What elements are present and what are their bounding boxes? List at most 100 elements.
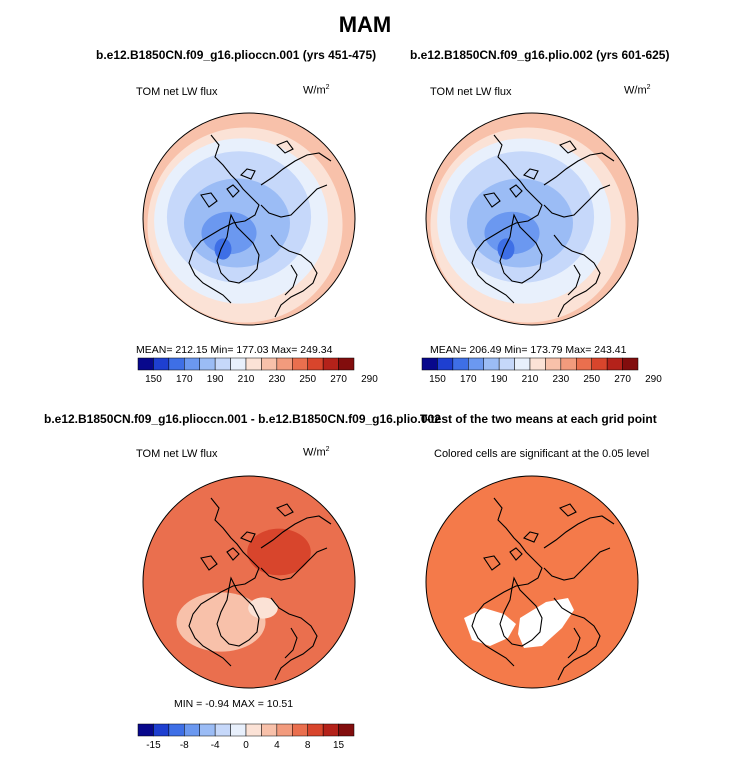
not-significant-region [518,598,574,648]
colorbar-tick-label: 150 [429,374,446,385]
greenland-minimum [497,238,515,260]
colorbar-tick-label: 270 [330,374,347,385]
colorbar-swatch [322,357,339,371]
colorbar-swatch [137,723,154,737]
colorbar-tick-label: 170 [176,374,193,385]
colorbar-tick-label: -4 [211,740,220,751]
panel-3-units: W/m2 [303,446,330,459]
colorbar-tick-label: 230 [269,374,286,385]
coastline-segment [270,597,318,681]
map-boundary [142,112,356,326]
coastline-segment [509,184,523,198]
coastlines [188,134,332,318]
colorbar-swatch [230,357,247,371]
panel-3-title: b.e12.B1850CN.f09_g16.plioccn.001 - b.e1… [44,412,441,426]
colorbar-tick-label: 150 [145,374,162,385]
colorbar-swatch [307,357,324,371]
colorbar-tick-label: -15 [146,740,161,751]
coastline-segment [260,515,332,549]
panel-1-colorbar: 150 170 190 210 230 250 270 290 [137,357,378,385]
colorbar-swatch [245,357,262,371]
coastline-segment [543,547,611,581]
colorbar-swatch [468,357,484,371]
coastline-segment [188,497,260,667]
map-boundary [425,475,639,689]
coastline-segment [471,134,543,304]
panel-2-variable-label: TOM net LW flux [430,86,512,98]
coastline-segment [200,192,218,208]
colorbar-swatch [545,357,562,371]
panel-3-stats: MIN = -0.94 MAX = 10.51 [174,698,294,710]
colorbar-swatch [591,357,608,371]
colorbar-swatch [483,357,500,371]
coastline-segment [483,555,501,571]
coastline-segment [284,264,298,296]
colorbar-swatch [184,723,200,737]
strong-anomaly-region [247,528,311,576]
panel-3-map [142,475,356,689]
colorbar-swatch [622,357,639,371]
map-field [143,113,355,325]
coastline-segment [499,576,543,647]
coastline-segment [270,234,318,318]
panel-1-map [142,112,356,326]
colorbar-tick-label: 4 [274,740,280,751]
coastline-segment [523,531,539,543]
colorbar-tick-label: 170 [460,374,477,385]
coastline-segment [240,168,256,180]
coastlines [471,134,615,318]
colorbar-swatch [168,723,185,737]
map-boundary [142,475,356,689]
coastline-segment [276,503,294,517]
panel-4-title: T-test of the two means at each grid poi… [420,412,657,426]
colorbar-swatch [199,723,216,737]
coastline-segment [260,152,332,186]
coastline-segment [260,547,328,581]
colorbar-tick-label: 190 [207,374,224,385]
colorbar-swatch [292,357,308,371]
coastline-segment [559,140,577,154]
greenland-region [201,211,257,255]
coastline-segment [567,627,581,659]
colorbar-swatch [338,357,355,371]
colorbar-tick-label: 230 [553,374,570,385]
colorbar-tick-label: 190 [491,374,508,385]
panel-2-units: W/m2 [624,84,651,97]
panel-3-colorbar: -15 -8 -4 0 4 8 15 [137,723,355,751]
colorbar-tick-label: 15 [333,740,345,751]
colorbar-swatch [560,357,577,371]
colorbar-tick-label: 0 [243,740,249,751]
colorbar-swatch [307,723,324,737]
coastline-segment [276,140,294,154]
coastline-segment [509,547,523,561]
map-boundary [425,112,639,326]
panel-4-note: Colored cells are significant at the 0.0… [434,448,650,460]
colorbar-tick-label: -8 [180,740,189,751]
coastline-segment [483,192,501,208]
colorbar-tick-label: 290 [645,374,662,385]
colorbar-swatch [153,357,170,371]
colorbar-tick-label: 210 [238,374,255,385]
colorbar-swatch [529,357,546,371]
coastline-segment [226,184,240,198]
coastline-segment [523,168,539,180]
coastline-segment [567,264,581,296]
coastline-segment [471,497,543,667]
colorbar-swatch [261,723,278,737]
panel-2-colorbar: 150 170 190 210 230 250 270 290 [421,357,662,385]
colorbar-swatch [292,723,308,737]
colorbar-swatch [184,357,200,371]
colorbar-swatch [576,357,592,371]
colorbar-tick-label: 270 [614,374,631,385]
coastline-segment [553,234,601,318]
panel-1-stats: MEAN= 212.15 Min= 177.03 Max= 249.34 [136,344,333,356]
colorbar-swatch [153,723,170,737]
colorbar-swatch [214,357,231,371]
colorbar-swatch [245,723,262,737]
greenland-region [484,211,540,255]
colorbar-tick-label: 290 [361,374,378,385]
colorbar-swatch [338,723,355,737]
panel-2-map [425,112,639,326]
coastline-segment [499,213,543,284]
colorbar-swatch [168,357,185,371]
